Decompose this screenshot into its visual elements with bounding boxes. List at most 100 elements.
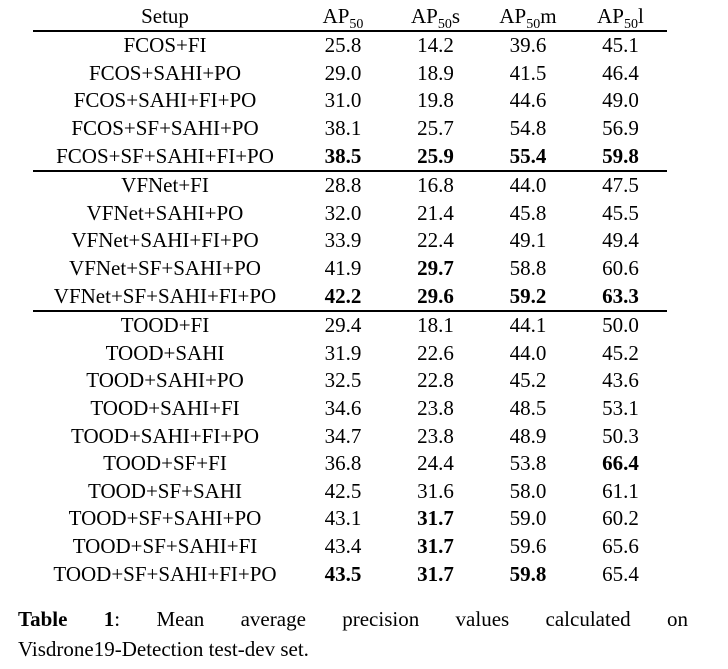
- value-cell: 50.3: [602, 423, 639, 448]
- value-cell: 45.8: [509, 200, 547, 225]
- setup-cell: VFNet+SF+SAHI+FI+PO: [53, 283, 277, 308]
- table-row: VFNet+SAHI+FI+PO 33.9 22.4 49.1 49.4: [33, 227, 667, 255]
- value-cell: 65.6: [602, 533, 639, 558]
- table-row: TOOD+SF+FI 36.8 24.4 53.8 66.4: [33, 450, 667, 478]
- value-cell: 31.7: [417, 561, 454, 586]
- value-cell: 56.9: [602, 116, 639, 141]
- table-row: TOOD+SAHI+FI+PO 34.7 23.8 48.9 50.3: [33, 422, 667, 450]
- value-cell: 49.4: [602, 228, 639, 253]
- value-cell: 43.4: [324, 533, 362, 558]
- column-header-ap50m: AP50m: [482, 2, 574, 32]
- caption-line-2: Visdrone19-Detection test-dev set.: [18, 637, 309, 661]
- value-cell: 49.0: [602, 88, 639, 113]
- value-cell: 58.0: [509, 478, 547, 503]
- table-row: FCOS+SAHI+FI+PO 31.0 19.8 44.6 49.0: [33, 87, 667, 115]
- value-cell: 54.8: [509, 116, 547, 141]
- table-caption: Table 1: Mean average precision values c…: [18, 604, 688, 664]
- header-subscript: 50: [349, 16, 364, 32]
- value-cell: 28.8: [324, 173, 362, 198]
- table-row: TOOD+SAHI+FI 34.6 23.8 48.5 53.1: [33, 395, 667, 423]
- setup-cell: VFNet+SF+SAHI+PO: [69, 256, 261, 281]
- setup-cell: TOOD+FI: [120, 313, 210, 338]
- value-cell: 59.8: [509, 561, 547, 586]
- value-cell: 32.5: [324, 368, 362, 393]
- table-row: VFNet+FI 28.8 16.8 44.0 47.5: [33, 171, 667, 200]
- setup-cell: VFNet+SAHI+FI+PO: [71, 228, 259, 253]
- value-cell: 59.6: [509, 533, 547, 558]
- value-cell: 45.1: [602, 33, 639, 58]
- value-cell: 45.5: [602, 200, 639, 225]
- table-row: TOOD+SF+SAHI+FI+PO 43.5 31.7 59.8 65.4: [33, 560, 667, 588]
- value-cell: 29.6: [417, 283, 454, 308]
- value-cell: 59.0: [509, 506, 547, 531]
- setup-cell: TOOD+SAHI+FI+PO: [71, 423, 259, 448]
- value-cell: 14.2: [417, 33, 454, 58]
- value-cell: 44.0: [509, 340, 547, 365]
- table-row: TOOD+FI 29.4 18.1 44.1 50.0: [33, 311, 667, 340]
- setup-cell: TOOD+SF+SAHI+PO: [68, 506, 262, 531]
- value-cell: 45.2: [602, 340, 639, 365]
- header-base: AP: [410, 3, 438, 28]
- value-cell: 48.5: [509, 396, 547, 421]
- setup-cell: TOOD+SF+SAHI: [88, 478, 242, 503]
- value-cell: 47.5: [602, 173, 639, 198]
- header-subscript: 50: [624, 16, 638, 32]
- value-cell: 60.6: [602, 256, 639, 281]
- setup-cell: TOOD+SF+SAHI+FI: [72, 533, 258, 558]
- results-table: Setup AP50 AP50s AP50m AP50l FCOS+FI 25.8…: [33, 2, 667, 588]
- value-cell: 45.2: [509, 368, 547, 393]
- header-suffix: s: [451, 3, 461, 28]
- header-base: AP: [322, 3, 350, 28]
- value-cell: 32.0: [324, 200, 362, 225]
- value-cell: 44.1: [509, 313, 547, 338]
- column-header-ap50s: AP50s: [389, 2, 482, 32]
- value-cell: 59.8: [602, 143, 639, 168]
- value-cell: 25.8: [324, 33, 362, 58]
- table-header-row: Setup AP50 AP50s AP50m AP50l: [33, 2, 667, 31]
- header-subscript: 50: [437, 16, 452, 32]
- value-cell: 22.6: [417, 340, 454, 365]
- value-cell: 39.6: [509, 33, 547, 58]
- value-cell: 33.9: [324, 228, 362, 253]
- value-cell: 59.2: [509, 283, 547, 308]
- value-cell: 22.4: [417, 228, 454, 253]
- value-cell: 43.5: [324, 561, 362, 586]
- setup-cell: FCOS+SAHI+FI+PO: [73, 88, 257, 113]
- value-cell: 23.8: [417, 396, 454, 421]
- table-row: FCOS+SF+SAHI+PO 38.1 25.7 54.8 56.9: [33, 115, 667, 143]
- value-cell: 36.8: [324, 451, 362, 476]
- setup-cell: FCOS+FI: [123, 33, 207, 58]
- value-cell: 29.7: [417, 256, 454, 281]
- value-cell: 38.1: [324, 116, 362, 141]
- setup-cell: TOOD+SAHI: [105, 340, 225, 365]
- value-cell: 31.7: [417, 506, 454, 531]
- value-cell: 46.4: [602, 60, 639, 85]
- setup-cell: TOOD+SF+SAHI+FI+PO: [53, 561, 277, 586]
- caption-line-1: Table 1: Mean average precision values c…: [18, 604, 688, 634]
- header-base: AP: [499, 3, 527, 28]
- caption-label: Table 1: [18, 607, 115, 631]
- value-cell: 42.5: [324, 478, 362, 503]
- setup-cell: FCOS+SF+SAHI+PO: [71, 116, 259, 141]
- value-cell: 60.2: [602, 506, 639, 531]
- table-row: VFNet+SF+SAHI+PO 41.9 29.7 58.8 60.6: [33, 255, 667, 283]
- caption-colon: :: [114, 607, 121, 631]
- value-cell: 43.6: [602, 368, 639, 393]
- value-cell: 48.9: [509, 423, 547, 448]
- value-cell: 22.8: [417, 368, 454, 393]
- header-base: AP: [597, 3, 624, 28]
- value-cell: 31.6: [417, 478, 454, 503]
- value-cell: 63.3: [602, 283, 639, 308]
- setup-cell: FCOS+SF+SAHI+FI+PO: [56, 143, 274, 168]
- value-cell: 38.5: [324, 143, 362, 168]
- setup-cell: TOOD+SAHI+PO: [86, 368, 244, 393]
- value-cell: 29.4: [324, 313, 362, 338]
- value-cell: 21.4: [417, 200, 454, 225]
- value-cell: 34.6: [324, 396, 362, 421]
- value-cell: 66.4: [602, 451, 639, 476]
- table-row: TOOD+SF+SAHI+PO 43.1 31.7 59.0 60.2: [33, 505, 667, 533]
- value-cell: 44.6: [509, 88, 547, 113]
- column-header-ap50: AP50: [297, 2, 389, 32]
- table-row: FCOS+SF+SAHI+FI+PO 38.5 25.9 55.4 59.8: [33, 142, 667, 171]
- table-header: Setup AP50 AP50s AP50m AP50l: [33, 2, 667, 31]
